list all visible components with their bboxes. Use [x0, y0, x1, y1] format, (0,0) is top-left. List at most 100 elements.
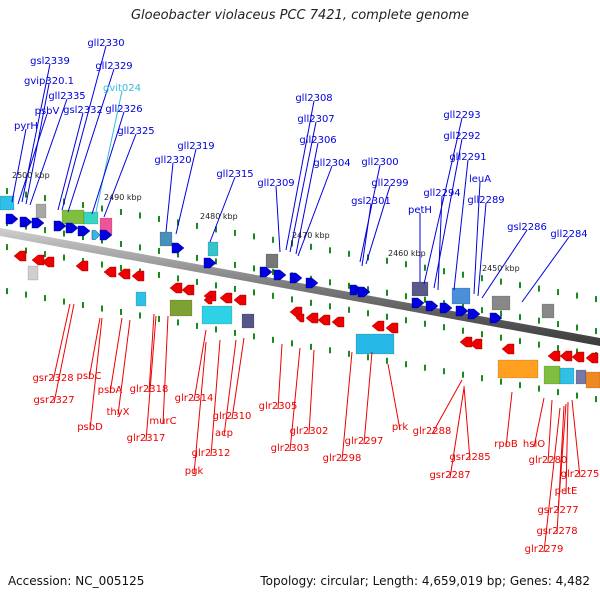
scale-tick — [462, 327, 464, 334]
scale-tick — [310, 299, 312, 306]
scale-tick — [215, 226, 217, 233]
reverse-gene-label: acp — [215, 428, 233, 439]
reverse-gene-arrow — [233, 294, 247, 306]
scale-tick — [500, 378, 502, 385]
genome-summary-text: Topology: circular; Length: 4,659,019 bp… — [260, 574, 590, 588]
leader-line — [365, 185, 391, 265]
reverse-gene-arrow — [585, 352, 599, 364]
scale-tick — [158, 315, 160, 322]
reverse-gene-label: glr2310 — [213, 411, 252, 422]
cog-category-block — [169, 299, 193, 317]
scale-tick — [25, 191, 27, 198]
scale-tick — [595, 296, 597, 303]
forward-gene-label: gsl2301 — [351, 196, 391, 207]
reverse-gene-label: hslO — [523, 439, 545, 450]
scale-tick — [538, 285, 540, 292]
reverse-gene-label: murC — [149, 416, 176, 427]
leader-line — [477, 202, 487, 297]
reverse-gene-arrow — [181, 284, 195, 296]
cog-category-block — [241, 313, 255, 329]
reverse-gene-arrow — [459, 336, 473, 348]
leader-line — [297, 165, 333, 257]
scale-tick — [120, 209, 122, 215]
leader-line — [165, 162, 174, 233]
leader-line — [571, 399, 581, 478]
reverse-gene-label: glr2303 — [271, 443, 310, 454]
leader-line — [193, 329, 207, 402]
scale-tick — [386, 313, 388, 320]
scale-tick — [538, 385, 540, 392]
scale-tick — [405, 293, 407, 300]
reverse-gene-arrow — [75, 260, 89, 272]
scale-tick — [177, 275, 179, 282]
reverse-gene-arrow — [117, 268, 131, 280]
scale-tick — [253, 265, 255, 272]
cog-category-block — [559, 367, 575, 385]
scale-tick — [576, 348, 578, 355]
leader-line — [11, 128, 27, 203]
forward-gene-arrow — [411, 297, 425, 309]
scale-tick — [424, 320, 426, 327]
forward-gene-label: gll2307 — [297, 114, 334, 125]
scale-tick — [215, 326, 217, 333]
scale-tick — [481, 275, 483, 282]
forward-gene-label: gll2299 — [371, 178, 408, 189]
scale-tick — [234, 229, 236, 236]
forward-gene-arrow — [31, 217, 45, 229]
scale-tick — [348, 282, 350, 289]
scale-tick — [519, 314, 521, 321]
cog-category-block — [135, 291, 147, 307]
forward-gene-label: gll2330 — [87, 38, 124, 49]
scale-tick — [443, 324, 445, 331]
leader-line — [277, 343, 283, 410]
scale-tick — [177, 319, 179, 326]
scale-tick — [196, 322, 198, 329]
leader-line — [67, 68, 115, 213]
forward-gene-arrow — [171, 242, 185, 254]
scale-tick — [82, 234, 84, 241]
cog-category-block — [491, 295, 511, 311]
cog-category-block — [497, 359, 539, 379]
forward-gene-label: gll2319 — [177, 141, 214, 152]
forward-gene-label: psbV — [35, 106, 60, 117]
reverse-gene-label: psbC — [77, 371, 102, 382]
cog-category-block — [541, 303, 555, 319]
forward-gene-arrow — [467, 308, 481, 320]
scale-tick — [63, 298, 65, 305]
leader-line — [148, 313, 155, 393]
forward-gene-label: gll2284 — [550, 229, 587, 240]
scale-tick — [82, 202, 84, 209]
reverse-gene-label: glr2280 — [529, 455, 568, 466]
reverse-gene-arrow — [469, 338, 483, 350]
forward-gene-arrow — [203, 257, 217, 269]
scale-tick — [557, 321, 559, 328]
leader-line — [89, 317, 103, 431]
scale-tick — [215, 282, 217, 289]
scale-tick — [272, 236, 274, 243]
scale-tick — [25, 291, 27, 298]
scale-tick — [405, 317, 407, 324]
reverse-gene-label: glr2318 — [130, 384, 169, 395]
reverse-gene-arrow — [13, 250, 27, 262]
forward-gene-arrow — [53, 220, 67, 232]
scale-tick — [557, 345, 559, 352]
cog-category-block — [585, 371, 600, 389]
leader-line — [210, 339, 221, 457]
scale-tick — [234, 329, 236, 336]
scale-tick — [44, 195, 46, 202]
forward-gene-label: gll2291 — [449, 152, 486, 163]
reverse-gene-arrow — [289, 306, 303, 318]
reverse-gene-arrow — [31, 254, 45, 266]
scale-tick — [462, 271, 464, 278]
forward-gene-arrow — [5, 213, 19, 225]
scale-tick — [101, 261, 103, 268]
scale-tick — [538, 341, 540, 348]
scale-tick — [234, 285, 236, 292]
scale-tick — [44, 227, 46, 234]
scale-tick — [329, 247, 331, 254]
leader-line — [431, 379, 463, 435]
scale-tick — [405, 261, 407, 268]
leader-line — [103, 133, 137, 218]
scale-tick — [424, 264, 426, 271]
leader-line — [91, 111, 125, 215]
